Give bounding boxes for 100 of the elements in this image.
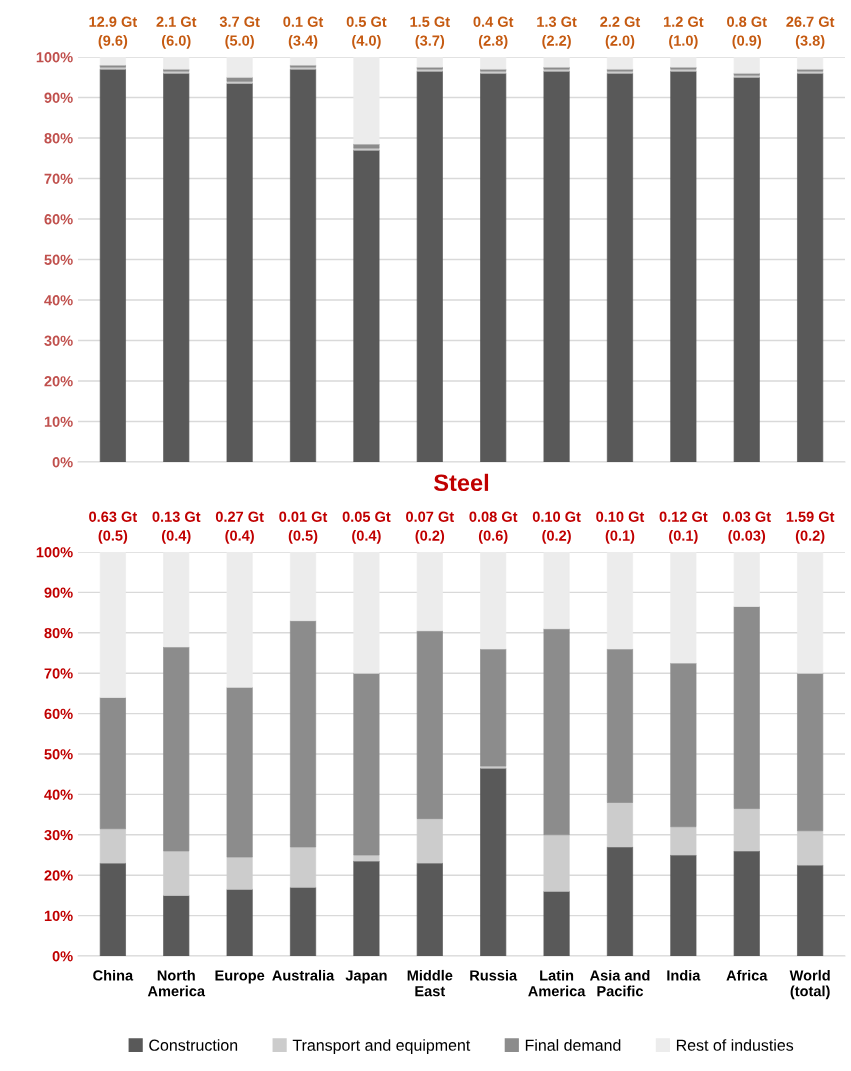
x-tick-label: Japan xyxy=(345,970,387,984)
bar xyxy=(797,72,824,462)
bar xyxy=(543,891,570,956)
y-tick-label: 40% xyxy=(44,789,73,800)
total-label: 1.2 Gt (1.0) xyxy=(664,16,704,49)
bar xyxy=(226,888,253,956)
bar xyxy=(353,57,380,145)
bar xyxy=(606,846,633,956)
x-tick-label: Middle East xyxy=(407,969,453,997)
legend-label: Construction xyxy=(149,1039,238,1051)
bar xyxy=(670,552,697,664)
bar xyxy=(606,57,633,70)
total-label: 0.10 Gt (0.1) xyxy=(596,511,645,544)
bar xyxy=(797,552,824,674)
total-label: 12.9 Gt (9.6) xyxy=(89,16,137,49)
legend-label: Transport and equipment xyxy=(292,1039,471,1055)
bar xyxy=(606,72,633,462)
bar xyxy=(99,862,126,956)
chart-title: Steel xyxy=(433,473,489,492)
total-label: 0.01 Gt (0.5) xyxy=(279,511,328,544)
y-tick-label: 20% xyxy=(44,870,73,881)
legend-label: Rest of industies xyxy=(676,1039,794,1051)
y-tick-label: 50% xyxy=(44,254,73,265)
bar xyxy=(543,57,570,68)
y-tick-label: 50% xyxy=(44,749,73,760)
x-tick-label: Latin America xyxy=(528,969,586,997)
total-label: 0.4 Gt (2.8) xyxy=(473,16,514,49)
bar xyxy=(606,648,633,803)
bar xyxy=(543,552,570,630)
x-tick-label: India xyxy=(667,969,701,981)
bar xyxy=(163,552,190,648)
bar xyxy=(163,72,190,462)
bar xyxy=(416,818,443,864)
bar xyxy=(226,686,253,858)
total-label: 0.03 Gt (0.03) xyxy=(723,511,771,544)
y-tick-label: 70% xyxy=(44,173,73,184)
bar xyxy=(353,854,380,862)
total-label: 1.5 Gt (3.7) xyxy=(410,16,450,49)
total-label: 2.2 Gt (2.0) xyxy=(600,16,641,49)
bar xyxy=(797,672,824,832)
x-tick-label: North America xyxy=(147,969,206,997)
bar xyxy=(290,620,317,848)
bar xyxy=(226,856,253,890)
y-tick-label: 30% xyxy=(44,829,73,841)
bar xyxy=(606,802,633,848)
bar xyxy=(290,552,317,622)
bar xyxy=(226,57,253,78)
bar xyxy=(99,828,126,864)
x-tick-label: Europe xyxy=(215,970,265,984)
total-label: 0.10 Gt (0.2) xyxy=(532,511,581,544)
total-label: 0.08 Gt (0.6) xyxy=(469,511,518,544)
x-tick-label: Russia xyxy=(470,969,518,981)
bar xyxy=(163,850,190,896)
y-tick-label: 30% xyxy=(44,335,73,346)
total-label: 0.1 Gt (3.4) xyxy=(283,16,324,49)
total-label: 3.7 Gt (5.0) xyxy=(219,16,260,49)
y-tick-label: 90% xyxy=(44,92,73,103)
total-label: 0.05 Gt (0.4) xyxy=(342,511,391,544)
bar xyxy=(670,826,697,856)
bar xyxy=(733,57,760,74)
bar xyxy=(670,57,697,68)
bar xyxy=(416,862,443,956)
y-tick-label: 100% xyxy=(36,52,73,63)
total-label: 0.27 Gt (0.4) xyxy=(215,511,264,544)
y-tick-label: 40% xyxy=(44,295,73,306)
x-tick-label: Asia and Pacific xyxy=(589,969,650,997)
bar xyxy=(163,57,190,70)
y-tick-label: 100% xyxy=(36,547,73,558)
x-tick-label: Australia xyxy=(272,969,335,981)
x-tick-label: World (total) xyxy=(789,969,830,1000)
bar xyxy=(480,72,507,462)
bar xyxy=(353,672,380,856)
total-label: 2.1 Gt (6.0) xyxy=(156,16,197,49)
bar xyxy=(543,628,570,836)
bar xyxy=(416,70,443,462)
y-tick-label: 20% xyxy=(44,376,73,387)
total-label: 0.63 Gt (0.5) xyxy=(89,511,137,544)
bar xyxy=(163,895,190,956)
total-label: 0.07 Gt (0.2) xyxy=(406,511,454,544)
y-tick-label: 10% xyxy=(44,910,73,922)
y-tick-label: 0% xyxy=(52,951,73,962)
total-label: 0.12 Gt (0.1) xyxy=(659,511,708,544)
bar xyxy=(99,68,126,462)
y-tick-label: 60% xyxy=(44,214,73,225)
bar xyxy=(733,808,760,852)
bar xyxy=(670,854,697,956)
x-tick-label: China xyxy=(93,969,134,981)
y-tick-label: 90% xyxy=(44,587,73,598)
bar xyxy=(290,57,317,66)
bar xyxy=(733,76,760,462)
bar xyxy=(670,662,697,828)
bar xyxy=(797,830,824,866)
total-label: 1.59 Gt (0.2) xyxy=(786,511,835,544)
y-tick-label: 80% xyxy=(44,627,73,639)
bar xyxy=(733,552,760,607)
bar xyxy=(290,68,317,462)
bar xyxy=(416,552,443,632)
bar xyxy=(290,846,317,888)
bar xyxy=(480,767,507,956)
y-tick-label: 80% xyxy=(44,133,73,144)
